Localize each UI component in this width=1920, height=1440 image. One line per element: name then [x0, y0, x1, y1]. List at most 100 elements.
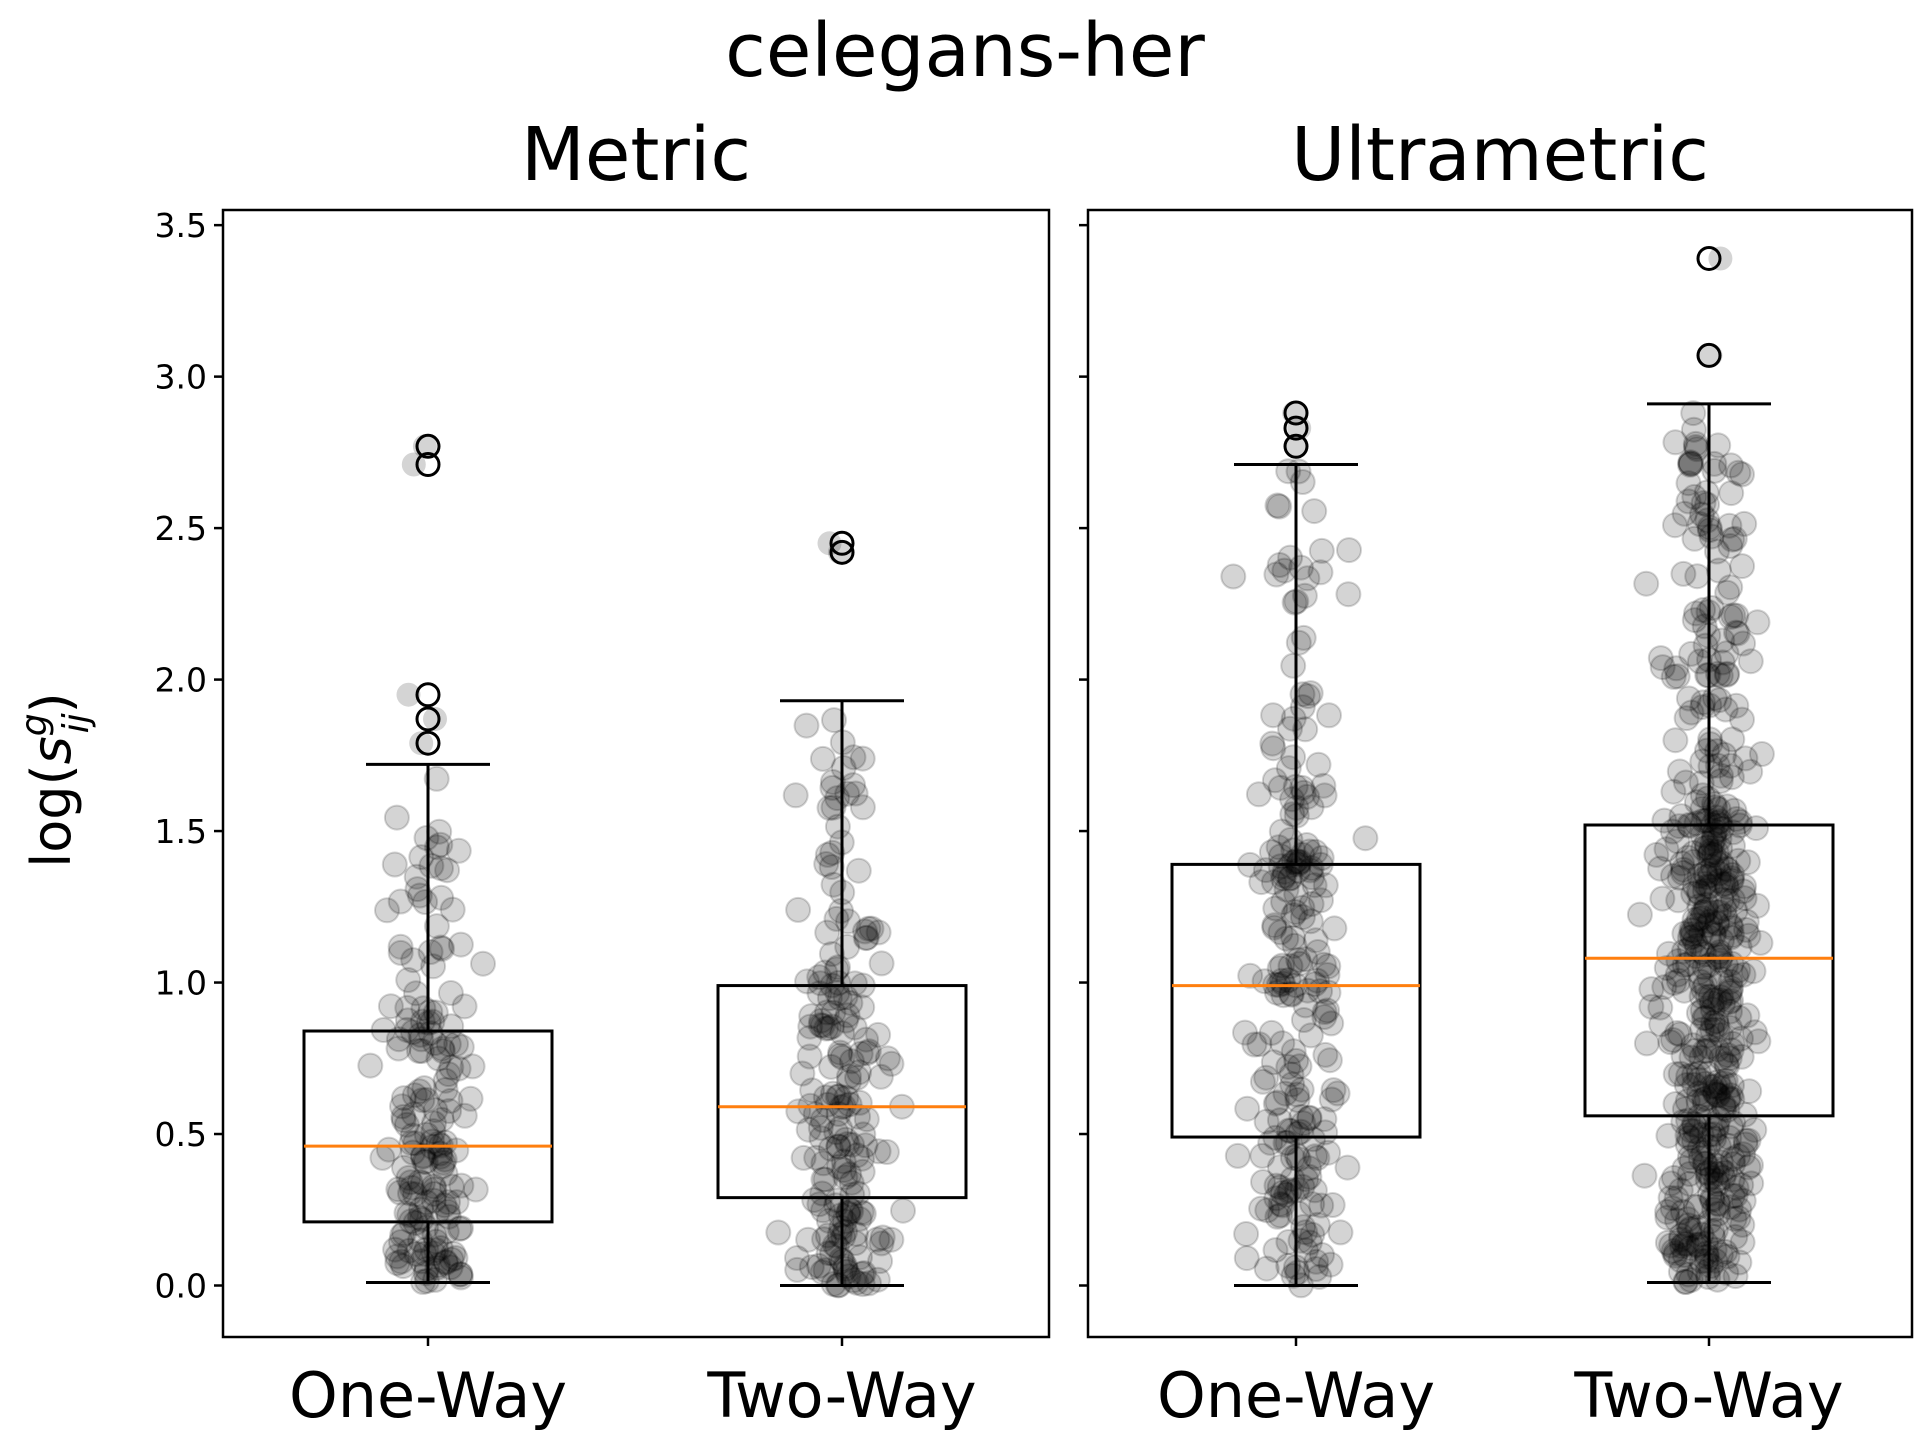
data-point: [812, 1084, 839, 1111]
panel-ultrametric: Ultrametric One-Way Two-Way: [1079, 112, 1914, 1432]
data-point: [1662, 1240, 1689, 1267]
data-point: [406, 1078, 433, 1105]
data-point: [1287, 848, 1314, 875]
data-point: [443, 1189, 470, 1216]
data-point: [1285, 1200, 1312, 1227]
data-point: [1660, 1164, 1687, 1191]
data-point: [818, 1053, 845, 1080]
data-point: [1704, 1036, 1731, 1063]
data-point: [824, 980, 851, 1007]
data-point: [398, 1174, 425, 1201]
data-point: [817, 531, 842, 556]
data-point: [1714, 1243, 1741, 1270]
data-point: [1269, 952, 1296, 979]
data-point: [1675, 488, 1702, 515]
data-point: [1733, 908, 1760, 935]
data-point: [1241, 1031, 1268, 1058]
data-point: [1657, 1029, 1684, 1056]
data-point: [1727, 808, 1754, 835]
data-point: [1270, 982, 1297, 1009]
data-point: [809, 1012, 836, 1039]
data-point: [1681, 906, 1708, 933]
data-point: [1686, 893, 1713, 920]
data-point: [1680, 880, 1707, 907]
data-point: [824, 1233, 850, 1260]
data-point: [1263, 561, 1290, 588]
data-point: [1697, 862, 1724, 888]
data-point: [1706, 867, 1733, 894]
data-point: [421, 1110, 447, 1137]
data-point: [1671, 977, 1698, 1004]
data-point: [1689, 997, 1716, 1024]
data-point: [1669, 850, 1696, 877]
data-point: [1654, 1204, 1681, 1231]
data-point: [1307, 978, 1334, 1005]
data-point: [1697, 908, 1724, 935]
data-point: [1315, 953, 1342, 980]
data-point: [406, 1168, 433, 1195]
data-point: [824, 1083, 851, 1110]
data-point: [1281, 932, 1308, 959]
data-point: [1717, 977, 1744, 1004]
data-point: [1674, 1122, 1701, 1149]
data-point: [1681, 873, 1708, 900]
data-point: [1713, 661, 1740, 688]
data-point: [1685, 1000, 1712, 1027]
data-point: [1698, 1157, 1725, 1184]
y-tick-label: 0.0: [155, 1266, 207, 1305]
data-point: [858, 915, 885, 942]
data-point: [1267, 774, 1294, 801]
data-point: [1289, 904, 1316, 931]
data-point: [1233, 1221, 1260, 1247]
data-point: [1310, 772, 1337, 799]
data-point: [1286, 1053, 1313, 1080]
box-one-way: [302, 433, 554, 1284]
data-point: [1658, 1232, 1685, 1259]
data-point: [1667, 1060, 1694, 1087]
data-point: [388, 1229, 414, 1255]
data-point: [394, 994, 421, 1021]
data-point: [1694, 912, 1721, 939]
data-point: [1292, 946, 1319, 973]
data-point: [1721, 525, 1748, 552]
data-point: [1693, 1247, 1720, 1274]
data-point: [398, 1130, 425, 1157]
data-point: [1660, 1027, 1686, 1053]
data-point: [1730, 961, 1757, 988]
data-point: [1259, 730, 1286, 757]
data-point: [1681, 1071, 1708, 1098]
outlier-marker: [1696, 245, 1722, 271]
data-point: [426, 818, 453, 845]
data-point: [1690, 976, 1717, 1003]
data-point: [1722, 898, 1749, 924]
data-point: [1686, 863, 1713, 889]
data-point: [1708, 850, 1735, 876]
data-point: [432, 1160, 459, 1187]
data-point: [1302, 1143, 1329, 1170]
data-point: [1268, 818, 1295, 845]
data-point: [382, 1236, 409, 1263]
y-tick-label: 1.5: [155, 812, 207, 851]
data-point: [1686, 1136, 1713, 1162]
data-point: [1700, 920, 1727, 947]
data-point: [445, 837, 472, 864]
ylabel-sup: g: [14, 713, 55, 736]
data-point: [1694, 507, 1721, 534]
data-point: [1696, 842, 1723, 869]
data-point: [1734, 849, 1761, 876]
data-point: [846, 1089, 873, 1116]
data-point: [852, 1132, 879, 1159]
data-point: [1285, 849, 1312, 876]
data-point: [1708, 966, 1735, 992]
data-point: [825, 1133, 852, 1160]
data-point: [1660, 778, 1687, 805]
data-point: [413, 1189, 440, 1216]
data-point: [1234, 1095, 1261, 1122]
data-point: [1735, 1154, 1762, 1181]
data-point: [1649, 885, 1676, 912]
data-point: [1713, 640, 1740, 667]
data-point: [819, 1013, 846, 1040]
data-point: [1704, 1266, 1731, 1293]
data-point: [849, 994, 876, 1021]
